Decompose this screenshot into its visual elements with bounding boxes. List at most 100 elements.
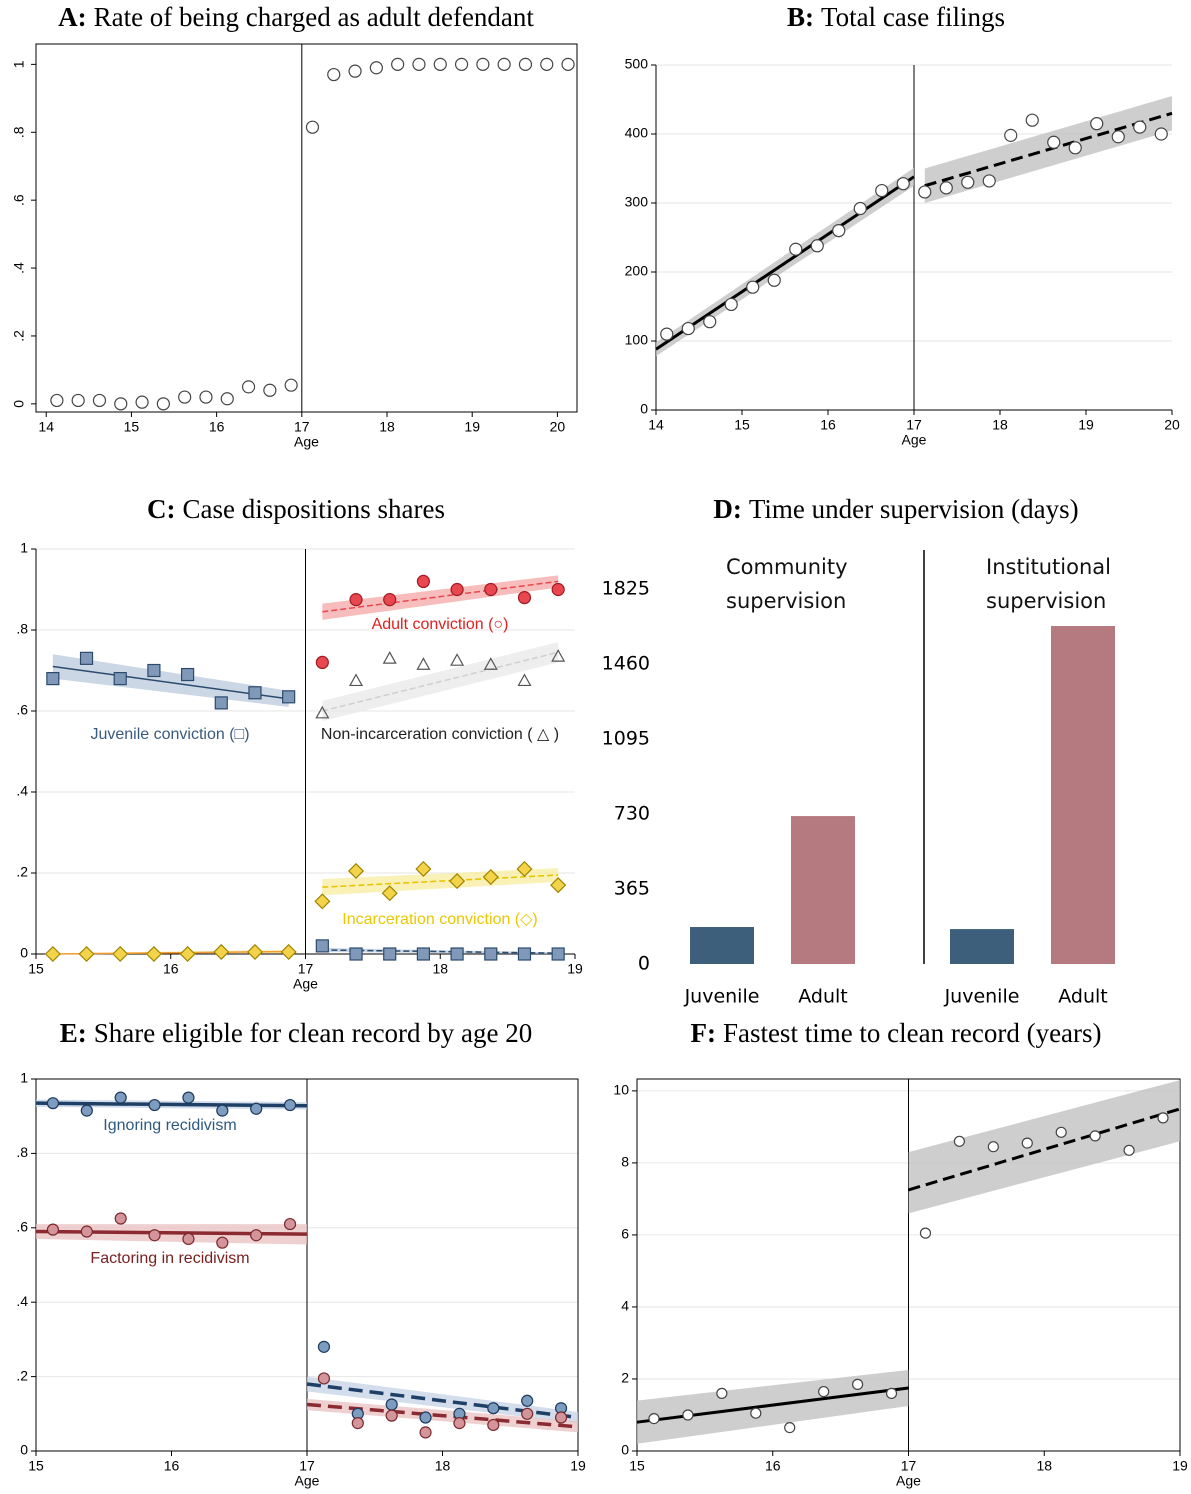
marker [317, 1372, 331, 1385]
ci-band [322, 575, 559, 620]
marker [114, 1091, 127, 1104]
x-tick-label: 20 [550, 419, 566, 435]
marker [135, 395, 149, 409]
marker [351, 1416, 364, 1430]
fit-line [322, 874, 559, 888]
marker [767, 273, 781, 287]
marker [1154, 127, 1168, 141]
marker [283, 1217, 297, 1231]
marker [953, 1135, 966, 1147]
marker [454, 57, 469, 71]
x-axis-label: Age [902, 432, 927, 448]
x-tick-label: 14 [38, 419, 54, 435]
marker [114, 397, 128, 411]
marker [349, 593, 363, 607]
x-tick-label: 20 [1164, 417, 1180, 433]
marker [789, 242, 803, 256]
marker [416, 657, 431, 670]
marker [517, 947, 532, 961]
x-tick-label: 18 [379, 419, 395, 435]
fit-line [35, 1101, 308, 1108]
y-tick-label: .6 [16, 702, 28, 718]
marker [148, 1229, 161, 1242]
marker [1157, 1112, 1169, 1124]
x-tick-label: 15 [28, 1458, 44, 1474]
marker [818, 1385, 830, 1398]
x-tick-label: Juvenile [944, 986, 1020, 1008]
y-tick-label: 0 [640, 401, 648, 417]
y-tick-label: 1095 [602, 728, 650, 750]
marker [112, 945, 129, 963]
marker [46, 1097, 60, 1110]
y-tick-label: 6 [621, 1226, 629, 1242]
marker [315, 939, 329, 953]
marker [317, 1340, 331, 1353]
marker [80, 1225, 93, 1238]
marker [348, 64, 362, 78]
x-tick-label: 19 [567, 961, 583, 977]
marker [476, 57, 490, 71]
marker [147, 663, 161, 678]
marker [487, 1418, 500, 1432]
marker [551, 582, 565, 597]
marker [280, 943, 297, 961]
panel-title: D: Time under supervision (days) [713, 494, 1078, 524]
y-tick-label: 1 [11, 60, 27, 68]
marker [1004, 128, 1018, 142]
marker [918, 185, 932, 199]
marker [750, 1407, 762, 1419]
marker [199, 390, 213, 404]
panel-title-text: Time under supervision (days) [749, 494, 1079, 524]
marker [305, 120, 320, 134]
y-tick-label: 0 [11, 400, 27, 408]
panel-letter: C: [147, 494, 176, 524]
fit-line [636, 1386, 909, 1424]
marker [179, 945, 196, 963]
x-tick-label: 16 [164, 1458, 180, 1474]
bar [950, 929, 1014, 964]
x-tick-label: 18 [432, 961, 448, 977]
marker [412, 57, 426, 71]
series-label: Factoring in recidivism [90, 1250, 249, 1267]
marker [1068, 141, 1082, 155]
marker [180, 667, 195, 682]
marker [156, 397, 170, 411]
marker [46, 1223, 60, 1236]
marker [284, 378, 298, 392]
marker [682, 1409, 694, 1421]
bar [791, 816, 855, 964]
x-tick-label: 15 [629, 1458, 645, 1474]
bar [690, 927, 754, 964]
panel-letter: F: [690, 1018, 715, 1048]
group-label: Institutional supervision [986, 555, 1111, 613]
y-tick-label: 0 [20, 945, 28, 961]
marker [516, 860, 533, 877]
marker [315, 655, 329, 670]
marker [382, 651, 397, 664]
marker [896, 177, 910, 191]
marker [383, 947, 397, 961]
marker [851, 1378, 864, 1390]
marker [483, 657, 498, 670]
marker [419, 1426, 432, 1439]
panel-title-text: Total case filings [821, 2, 1005, 32]
x-tick-label: 17 [298, 961, 314, 977]
marker [681, 321, 695, 336]
marker [314, 893, 331, 910]
marker [145, 945, 162, 963]
marker [113, 671, 127, 686]
marker [660, 327, 674, 341]
x-tick-label: 17 [906, 417, 922, 433]
ci-band [637, 1369, 909, 1444]
y-tick-label: .2 [16, 1367, 28, 1383]
fit-line [908, 1107, 1181, 1192]
marker [213, 943, 230, 961]
panel-letter: E: [60, 1018, 87, 1048]
marker [80, 1104, 93, 1117]
marker [419, 1411, 432, 1424]
fit-line [924, 111, 1173, 188]
x-tick-label: 14 [648, 417, 664, 433]
x-tick-label: Adult [798, 986, 848, 1008]
marker [415, 860, 432, 877]
